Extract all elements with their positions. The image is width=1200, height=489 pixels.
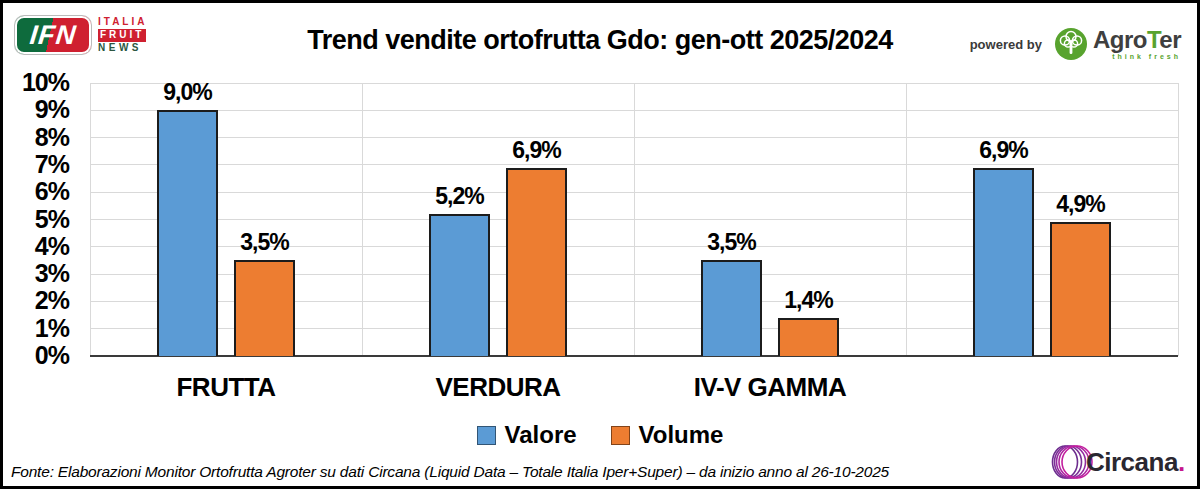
gridline-v [634, 83, 635, 356]
bar-valore [429, 214, 490, 356]
legend-item-volume: Volume [611, 421, 724, 449]
bar-chart: 0%1%2%3%4%5%6%7%8%9%10% 9,0% 3,5% FRUTTA 5,2… [3, 3, 1197, 486]
y-axis-tick-label: 3% [3, 259, 69, 288]
category-label: IV-V GAMMA [634, 372, 906, 403]
legend-label-valore: Valore [505, 421, 577, 449]
bar-value-label: 4,9% [1021, 191, 1141, 218]
bar-value-label: 3,5% [672, 229, 792, 256]
bar-volume [778, 318, 839, 356]
y-axis-tick-label: 4% [3, 232, 69, 261]
y-axis-tick-label: 2% [3, 286, 69, 315]
gridline-v [1178, 83, 1179, 356]
legend-item-valore: Valore [477, 421, 577, 449]
bar-value-label: 9,0% [128, 79, 248, 106]
y-axis-tick-label: 6% [3, 177, 69, 206]
y-axis-tick-label: 9% [3, 95, 69, 124]
legend-label-volume: Volume [639, 421, 724, 449]
category-label: VERDURA [362, 372, 634, 403]
bar-value-label: 6,9% [944, 137, 1064, 164]
y-axis-tick-label: 0% [3, 341, 69, 370]
gridline-v [90, 83, 91, 356]
bar-value-label: 1,4% [749, 287, 869, 314]
source-note: Fonte: Elaborazioni Monitor Ortofrutta A… [11, 463, 889, 481]
legend-swatch-valore [477, 426, 496, 445]
bar-value-label: 6,9% [477, 137, 597, 164]
legend-swatch-volume [611, 426, 630, 445]
circana-logo: Circana. [1043, 438, 1185, 484]
y-axis-tick-label: 1% [3, 314, 69, 343]
chart-panel: IFN ITALIA FRUIT NEWS Trend vendite orto… [0, 0, 1200, 489]
category-label: FRUTTA [90, 372, 362, 403]
chart-legend: Valore Volume [3, 421, 1197, 449]
y-axis-tick-label: 5% [3, 205, 69, 234]
y-axis-tick-label: 10% [3, 68, 69, 97]
svg-text:Circana.: Circana. [1086, 447, 1185, 477]
bar-volume [506, 168, 567, 356]
y-axis-tick-label: 8% [3, 123, 69, 152]
gridline-v [906, 83, 907, 356]
bar-value-label: 3,5% [205, 229, 325, 256]
bar-value-label: 5,2% [400, 183, 520, 210]
y-axis-tick-label: 7% [3, 150, 69, 179]
gridline-v [362, 83, 363, 356]
bar-volume [1050, 222, 1111, 356]
bar-volume [234, 260, 295, 356]
